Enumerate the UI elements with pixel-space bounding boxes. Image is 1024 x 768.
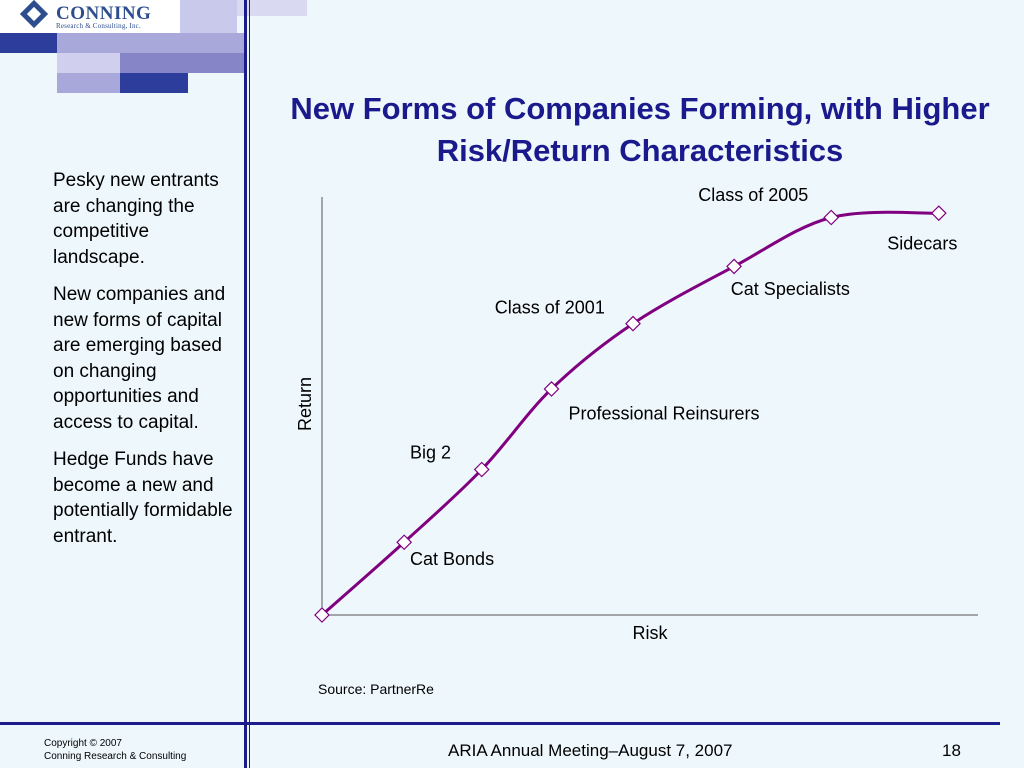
footer-meeting: ARIA Annual Meeting–August 7, 2007 — [448, 741, 733, 760]
page-number: 18 — [942, 741, 961, 760]
data-point-marker — [726, 258, 742, 275]
logo-subtitle: Research & Consulting, Inc. — [56, 22, 141, 30]
vertical-divider-thin — [249, 0, 250, 768]
y-axis-label: Return — [295, 377, 315, 431]
header-decor-square — [57, 33, 247, 53]
data-point-marker — [543, 381, 560, 397]
source-note: Source: PartnerRe — [318, 681, 434, 697]
footer-copyright: Copyright © 2007 Conning Research & Cons… — [44, 737, 186, 763]
data-point-marker — [314, 607, 330, 623]
header-decor-square — [57, 53, 120, 73]
data-point-marker — [396, 534, 413, 551]
data-point-marker — [930, 205, 947, 222]
header-decor-square — [0, 33, 57, 53]
header-decor-square — [237, 0, 307, 16]
point-annotation: Class of 2001 — [495, 298, 605, 318]
copyright-line: Conning Research & Consulting — [44, 751, 187, 762]
copyright-line: Copyright © 2007 — [44, 738, 122, 749]
point-annotation: Cat Bonds — [410, 549, 494, 569]
logo: CONNING Research & Consulting, Inc. — [0, 0, 180, 33]
data-point-marker — [625, 315, 641, 332]
header-decor-square — [57, 73, 120, 93]
sidebar-text: Pesky new entrants are changing the comp… — [53, 168, 233, 561]
data-point-marker — [473, 461, 490, 478]
data-point-marker — [823, 209, 840, 226]
sidebar-paragraph: Pesky new entrants are changing the comp… — [53, 170, 219, 268]
header-decor-square — [120, 53, 245, 73]
risk-return-curve — [321, 210, 939, 617]
slide-title: New Forms of Companies Forming, with Hig… — [290, 91, 990, 168]
header-decor-square — [120, 73, 188, 93]
vertical-divider — [244, 0, 247, 768]
sidebar-paragraph: New companies and new forms of capital a… — [53, 284, 226, 433]
footer-rule — [0, 722, 1000, 725]
sidebar-paragraph: Hedge Funds have become a new and potent… — [53, 449, 233, 547]
point-annotation: Sidecars — [887, 234, 957, 254]
header-decor-square — [180, 0, 237, 33]
point-annotation: Professional Reinsurers — [568, 404, 759, 424]
point-annotation: Cat Specialists — [731, 279, 850, 299]
point-annotation: Class of 2005 — [698, 185, 808, 205]
x-axis-label: Risk — [633, 623, 669, 643]
logo-name: CONNING — [56, 3, 152, 24]
point-annotation: Big 2 — [410, 443, 451, 463]
